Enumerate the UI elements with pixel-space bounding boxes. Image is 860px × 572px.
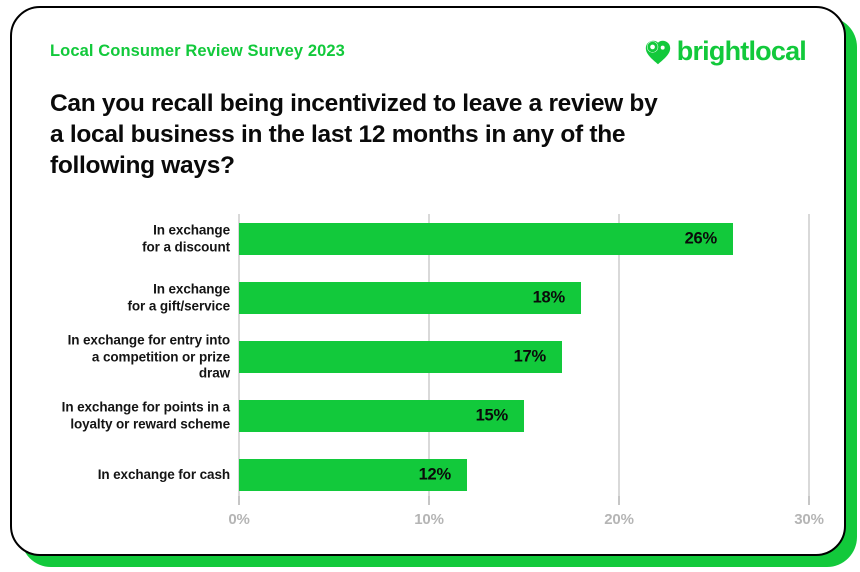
bar: 26% — [239, 223, 733, 255]
bar: 12% — [239, 459, 467, 491]
bar-value-label: 18% — [532, 288, 566, 307]
axis-tick — [618, 496, 620, 505]
bar-chart: 26% 18% 17% 15% 12% In exchange for a discou… — [12, 214, 844, 544]
category-label: In exchange for points in a loyalty or r… — [61, 399, 230, 432]
category-label: In exchange for entry into a competition… — [67, 332, 231, 381]
axis-tick-label: 20% — [604, 511, 634, 528]
axis-tick — [428, 496, 430, 505]
axis-tick — [238, 496, 240, 505]
brightlocal-logo-text: brightlocal — [676, 36, 807, 66]
brightlocal-logo: brightlocal — [643, 36, 807, 67]
bar: 17% — [239, 341, 562, 373]
category-label: In exchange for a gift/service — [127, 281, 231, 314]
axis-tick-label: 0% — [228, 511, 250, 528]
bar: 15% — [239, 400, 524, 432]
plot-area: 26% 18% 17% 15% 12% — [238, 214, 810, 505]
question-title-line: Can you recall being incentivized to lea… — [50, 90, 658, 117]
bar-value-label: 12% — [418, 465, 452, 484]
axis-tick — [808, 496, 810, 505]
gridline — [618, 214, 620, 496]
question-title-line: following ways? — [50, 152, 235, 179]
question-title: Can you recall being incentivized to lea… — [50, 88, 806, 181]
category-label: In exchange for cash — [97, 466, 230, 482]
bar: 18% — [239, 282, 581, 314]
survey-label: Local Consumer Review Survey 2023 — [50, 42, 345, 60]
axis-tick-label: 10% — [414, 511, 444, 528]
heart-pin-icon — [645, 40, 670, 64]
card-header: Local Consumer Review Survey 2023 bright… — [50, 36, 807, 67]
bar-value-label: 26% — [684, 229, 718, 248]
survey-card: Local Consumer Review Survey 2023 bright… — [10, 6, 846, 556]
bar-value-label: 17% — [513, 347, 547, 366]
category-label: In exchange for a discount — [142, 222, 230, 255]
bar-value-label: 15% — [475, 406, 509, 425]
question-title-line: a local business in the last 12 months i… — [50, 121, 626, 148]
gridline — [808, 214, 810, 496]
axis-tick-label: 30% — [794, 511, 824, 528]
